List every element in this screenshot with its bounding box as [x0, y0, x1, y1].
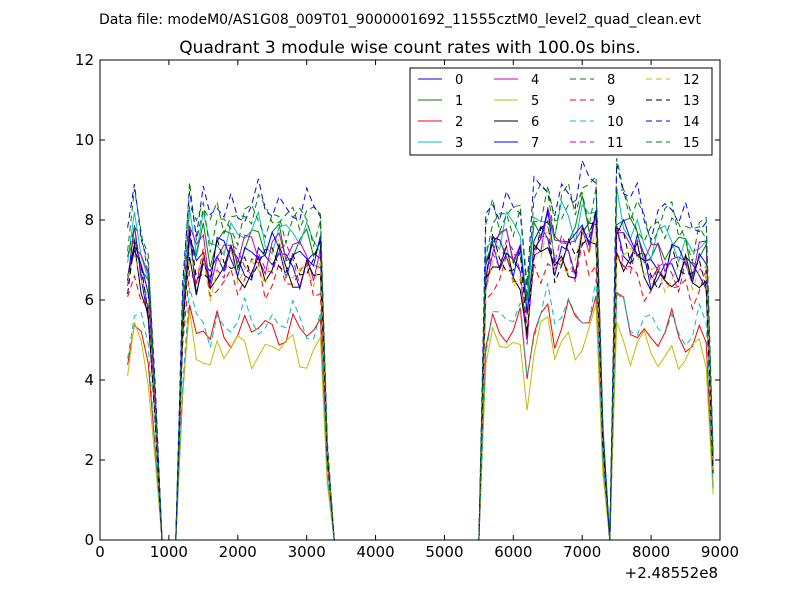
series-line-15: [127, 185, 714, 541]
x-tick-label: 3000: [288, 543, 326, 561]
legend-label-2: 2: [455, 115, 463, 130]
series-line-12: [127, 225, 714, 541]
x-tick-label: 1000: [150, 543, 188, 561]
x-tick-label: 4000: [356, 543, 394, 561]
x-tick-label: 8000: [632, 543, 670, 561]
chart-title: Quadrant 3 module wise count rates with …: [179, 38, 640, 58]
axes-frame: [99, 59, 721, 541]
x-tick-label: 0: [95, 543, 105, 561]
legend-label-8: 8: [607, 73, 615, 88]
legend-label-6: 6: [531, 115, 539, 130]
legend-label-5: 5: [531, 94, 539, 109]
series-line-5: [127, 303, 714, 541]
series-line-9: [127, 242, 714, 541]
legend-label-1: 1: [455, 94, 463, 109]
x-tick-label: 9000: [701, 543, 739, 561]
x-tick-label: 5000: [425, 543, 463, 561]
x-offset-label: +2.48552e8: [625, 564, 718, 582]
series-line-10: [127, 278, 714, 541]
y-tick-label: 8: [84, 211, 94, 229]
legend-label-9: 9: [607, 94, 615, 109]
legend-box: [409, 67, 713, 156]
legend-label-12: 12: [683, 73, 700, 88]
legend-label-10: 10: [607, 115, 624, 130]
y-tick-label: 10: [75, 131, 94, 149]
suptitle: Data file: modeM0/AS1G08_009T01_90000016…: [99, 12, 701, 28]
y-tick-label: 2: [84, 451, 94, 469]
legend-label-7: 7: [531, 136, 539, 151]
legend-label-3: 3: [455, 136, 463, 151]
y-tick-label: 4: [84, 371, 94, 389]
series-line-14: [127, 158, 714, 541]
x-tick-label: 6000: [494, 543, 532, 561]
legend-label-11: 11: [607, 136, 624, 151]
y-tick-label: 0: [84, 531, 94, 549]
series-layer: [127, 157, 714, 541]
x-tick-label: 2000: [219, 543, 257, 561]
legend-label-14: 14: [683, 115, 700, 130]
ticks-layer: 0 1000 2000 3000 4000 5000 6000 7000 8000 9000 0 2 4…: [75, 51, 739, 561]
legend-label-0: 0: [455, 73, 463, 88]
y-tick-label: 12: [75, 51, 94, 69]
legend-label-15: 15: [683, 136, 700, 151]
x-tick-label: 7000: [563, 543, 601, 561]
legend-label-13: 13: [683, 94, 700, 109]
legend-label-4: 4: [531, 73, 539, 88]
y-tick-label: 6: [84, 291, 94, 309]
